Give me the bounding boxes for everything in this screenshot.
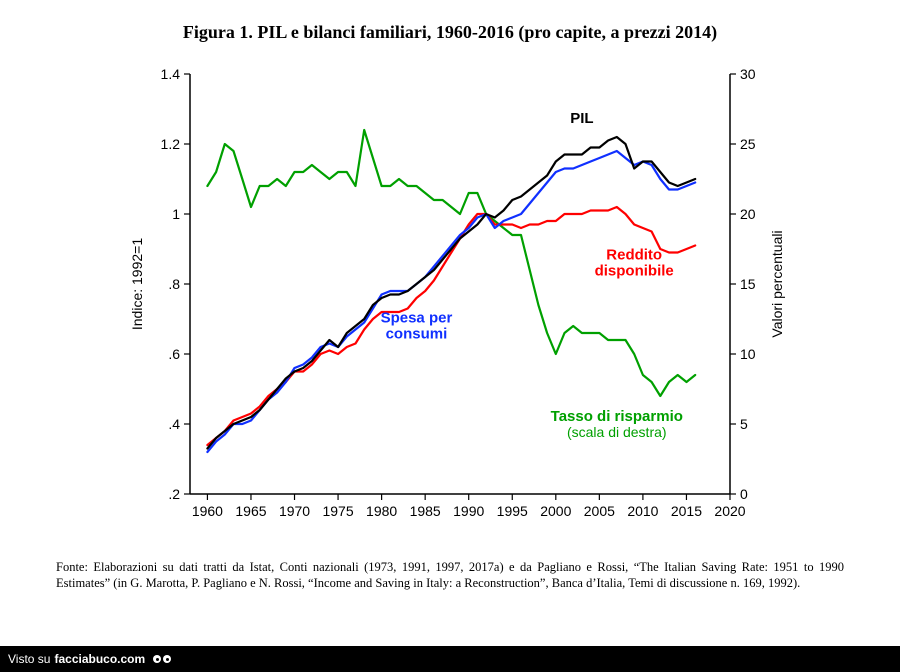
svg-text:1985: 1985: [410, 503, 441, 519]
svg-text:1965: 1965: [235, 503, 266, 519]
svg-text:1.2: 1.2: [161, 136, 181, 152]
svg-text:.4: .4: [168, 416, 180, 432]
svg-text:25: 25: [740, 136, 756, 152]
svg-text:1980: 1980: [366, 503, 397, 519]
chart-svg: .2 .4 .6 .8 1 1.2 1.4 0 5 10 15 20 25 30 1960 1965 1970 1…: [120, 64, 800, 544]
svg-text:Spesa perconsumi: Spesa perconsumi: [381, 310, 453, 343]
series-spesa: [207, 151, 695, 452]
svg-text:20: 20: [740, 206, 756, 222]
svg-text:Redditodisponibile: Redditodisponibile: [595, 247, 674, 280]
svg-text:5: 5: [740, 416, 748, 432]
page: Figura 1. PIL e bilanci familiari, 1960-…: [0, 0, 900, 672]
svg-text:Tasso di risparmio(scala di de: Tasso di risparmio(scala di destra): [551, 408, 683, 440]
svg-text:1970: 1970: [279, 503, 310, 519]
svg-text:PIL: PIL: [570, 110, 593, 127]
svg-text:2015: 2015: [671, 503, 702, 519]
svg-text:10: 10: [740, 346, 756, 362]
svg-text:1975: 1975: [322, 503, 353, 519]
footer-logo-icon: [153, 655, 171, 663]
chart-container: .2 .4 .6 .8 1 1.2 1.4 0 5 10 15 20 25 30 1960 1965 1970 1…: [120, 64, 800, 544]
footer-bar: Visto su facciabuco.com: [0, 646, 900, 672]
svg-text:2020: 2020: [714, 503, 745, 519]
svg-text:1.4: 1.4: [161, 66, 181, 82]
svg-text:2010: 2010: [627, 503, 658, 519]
svg-text:.6: .6: [168, 346, 180, 362]
svg-text:2000: 2000: [540, 503, 571, 519]
svg-text:.2: .2: [168, 486, 180, 502]
svg-text:Indice: 1992=1: Indice: 1992=1: [129, 238, 145, 330]
svg-text:2005: 2005: [584, 503, 615, 519]
series-pil: [207, 137, 695, 449]
svg-text:.8: .8: [168, 276, 180, 292]
footer-prefix: Visto su: [8, 652, 50, 666]
svg-text:1995: 1995: [497, 503, 528, 519]
svg-text:1: 1: [172, 206, 180, 222]
chart-caption: Fonte: Elaborazioni su dati tratti da Is…: [56, 560, 844, 591]
footer-site: facciabuco.com: [54, 652, 145, 666]
svg-text:30: 30: [740, 66, 756, 82]
svg-text:1990: 1990: [453, 503, 484, 519]
svg-text:0: 0: [740, 486, 748, 502]
svg-text:1960: 1960: [192, 503, 223, 519]
chart-title: Figura 1. PIL e bilanci familiari, 1960-…: [0, 22, 900, 43]
svg-text:15: 15: [740, 276, 756, 292]
svg-text:Valori percentuali: Valori percentuali: [769, 230, 785, 337]
